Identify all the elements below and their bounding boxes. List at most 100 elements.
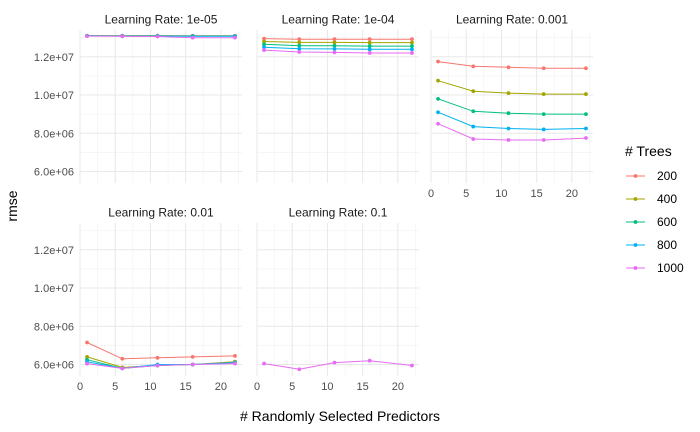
data-point bbox=[297, 50, 302, 54]
series-line-600 bbox=[437, 98, 586, 115]
x-tick-label: 20 bbox=[392, 381, 404, 393]
legend-key-point bbox=[633, 266, 638, 270]
data-point bbox=[85, 340, 89, 345]
x-tick-label: 5 bbox=[289, 381, 295, 393]
data-point bbox=[190, 35, 195, 40]
y-tick-label: 8.0e+06 bbox=[34, 321, 74, 333]
data-point bbox=[541, 112, 546, 117]
series-line-200 bbox=[437, 61, 586, 69]
data-point bbox=[332, 40, 337, 45]
series-line-200 bbox=[263, 38, 412, 40]
data-point bbox=[436, 59, 440, 64]
series-line-400 bbox=[263, 41, 412, 44]
panel-title: Learning Rate: 0.1 bbox=[289, 206, 388, 220]
data-point bbox=[471, 64, 476, 69]
panel-5 bbox=[256, 223, 419, 376]
series-line-200 bbox=[86, 342, 236, 360]
data-point bbox=[233, 361, 237, 366]
data-point bbox=[262, 361, 266, 366]
x-tick-label: 10 bbox=[144, 381, 156, 393]
data-point bbox=[584, 66, 588, 71]
x-axis-title: # Randomly Selected Predictors bbox=[240, 408, 440, 424]
x-tick-label: 10 bbox=[495, 188, 507, 200]
data-point bbox=[297, 46, 302, 51]
data-point bbox=[262, 45, 266, 50]
panel-4 bbox=[79, 223, 242, 376]
data-point bbox=[367, 47, 372, 52]
data-point bbox=[262, 36, 266, 41]
data-point bbox=[584, 136, 588, 140]
data-point bbox=[410, 37, 414, 42]
legend-key-point bbox=[633, 220, 638, 224]
y-axis-title: rmse bbox=[4, 190, 20, 221]
data-point bbox=[506, 65, 511, 70]
series-line-800 bbox=[437, 111, 587, 130]
data-point bbox=[262, 42, 266, 47]
panel-title: Learning Rate: 0.01 bbox=[108, 206, 214, 220]
data-point bbox=[332, 50, 337, 55]
legend-label: 200 bbox=[657, 169, 677, 183]
data-point bbox=[541, 127, 546, 132]
legend-key-point bbox=[633, 243, 638, 247]
data-point bbox=[410, 363, 414, 368]
data-point bbox=[584, 126, 588, 131]
legend-label: 600 bbox=[657, 215, 677, 229]
data-point bbox=[367, 40, 372, 45]
data-point bbox=[297, 37, 302, 42]
data-point bbox=[297, 367, 302, 372]
data-point bbox=[120, 34, 125, 39]
data-point bbox=[436, 121, 440, 126]
data-point bbox=[297, 40, 302, 45]
data-point bbox=[297, 43, 302, 48]
series-line-800 bbox=[263, 46, 412, 50]
panel-3 bbox=[430, 30, 593, 183]
x-tick-label: 20 bbox=[215, 381, 227, 393]
panel-title: Learning Rate: 1e-05 bbox=[105, 13, 218, 27]
data-point bbox=[262, 39, 266, 44]
data-point bbox=[506, 138, 511, 142]
data-point bbox=[410, 51, 414, 55]
series-line-600 bbox=[263, 43, 412, 47]
data-point bbox=[410, 44, 414, 48]
data-point bbox=[233, 354, 237, 358]
x-tick-label: 0 bbox=[254, 381, 260, 393]
data-point bbox=[541, 66, 546, 71]
data-point bbox=[584, 92, 588, 96]
data-point bbox=[367, 358, 372, 363]
data-point bbox=[120, 356, 125, 361]
data-point bbox=[471, 109, 476, 114]
data-point bbox=[541, 138, 546, 142]
data-point bbox=[332, 47, 337, 51]
y-tick-label: 1.0e+07 bbox=[34, 90, 74, 102]
x-tick-label: 5 bbox=[463, 188, 469, 200]
panel-title: Learning Rate: 1e-04 bbox=[282, 13, 395, 27]
legend-key-point bbox=[633, 197, 638, 201]
data-point bbox=[155, 355, 160, 360]
data-point bbox=[471, 124, 476, 129]
data-point bbox=[436, 78, 440, 83]
data-point bbox=[506, 91, 511, 96]
legend-label: 800 bbox=[657, 238, 677, 252]
data-point bbox=[155, 363, 160, 368]
y-tick-label: 6.0e+06 bbox=[34, 167, 74, 179]
data-point bbox=[584, 112, 588, 117]
legend-key-point bbox=[633, 174, 638, 178]
data-point bbox=[506, 126, 511, 131]
data-point bbox=[120, 366, 125, 371]
data-point bbox=[262, 48, 266, 52]
data-point bbox=[471, 137, 476, 141]
y-tick-label: 8.0e+06 bbox=[34, 128, 74, 140]
y-tick-label: 1.2e+07 bbox=[34, 52, 74, 64]
x-tick-label: 0 bbox=[428, 188, 434, 200]
data-point bbox=[85, 34, 89, 39]
data-point bbox=[410, 47, 414, 52]
data-point bbox=[190, 354, 195, 359]
panel-title: Learning Rate: 0.001 bbox=[456, 13, 568, 27]
data-point bbox=[506, 111, 511, 116]
data-point bbox=[155, 34, 160, 39]
legend-label: 400 bbox=[657, 192, 677, 206]
y-tick-label: 1.0e+07 bbox=[34, 283, 74, 295]
x-tick-label: 0 bbox=[77, 381, 83, 393]
data-point bbox=[471, 89, 476, 94]
